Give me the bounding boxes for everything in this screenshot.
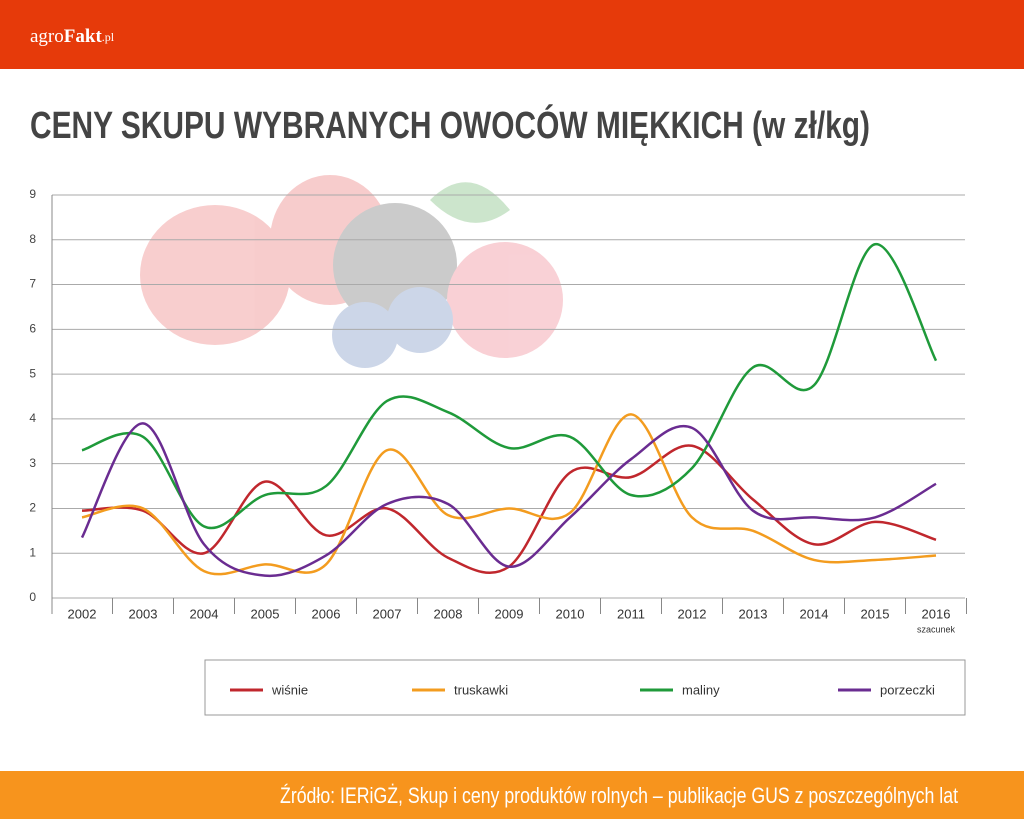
x-tick-label: 2003 xyxy=(129,606,158,621)
x-tick-label: 2008 xyxy=(434,606,463,621)
legend-label: truskawki xyxy=(454,682,508,697)
y-tick-label: 3 xyxy=(29,456,36,470)
legend-label: maliny xyxy=(682,682,720,697)
x-tick-label: 2002 xyxy=(68,606,97,621)
series-line xyxy=(81,413,937,576)
source-note: Źródło: IERiGŻ, Skup i ceny produktów ro… xyxy=(280,783,958,808)
logo-part: agro xyxy=(30,26,64,47)
logo: agroFakt.pl xyxy=(30,26,115,47)
x-tick-label: 2013 xyxy=(739,606,768,621)
footer-bar xyxy=(0,771,1024,819)
x-tick-label: 2015 xyxy=(861,606,890,621)
x-tick-label: 2016 xyxy=(922,606,951,621)
header-bar xyxy=(0,0,1024,69)
y-tick-label: 4 xyxy=(29,411,36,425)
x-annotation: szacunek xyxy=(917,624,956,634)
chart-title: CENY SKUPU WYBRANYCH OWOCÓW MIĘKKICH (w … xyxy=(30,103,870,147)
x-tick-label: 2004 xyxy=(190,606,219,621)
x-tick-label: 2007 xyxy=(373,606,402,621)
y-tick-label: 6 xyxy=(29,322,36,336)
x-tick-label: 2010 xyxy=(556,606,585,621)
legend-label: porzeczki xyxy=(880,682,935,697)
series-line xyxy=(81,243,938,530)
y-tick-label: 1 xyxy=(29,545,36,559)
berries-decoration xyxy=(140,175,563,368)
y-tick-label: 0 xyxy=(29,590,36,604)
logo-part: Fakt xyxy=(64,26,103,47)
x-tick-label: 2005 xyxy=(251,606,280,621)
x-tick-label: 2009 xyxy=(495,606,524,621)
y-tick-label: 8 xyxy=(29,232,36,246)
x-tick-label: 2011 xyxy=(617,606,645,621)
legend-label: wiśnie xyxy=(271,682,308,697)
legend-box xyxy=(204,659,966,716)
y-tick-label: 7 xyxy=(29,277,36,291)
x-tick-label: 2014 xyxy=(800,606,829,621)
y-tick-label: 2 xyxy=(29,501,36,515)
logo-part: .pl xyxy=(102,30,115,44)
series-line xyxy=(80,422,937,578)
y-tick-label: 9 xyxy=(29,187,36,201)
x-tick-label: 2012 xyxy=(678,606,707,621)
x-tick-label: 2006 xyxy=(312,606,341,621)
y-tick-label: 5 xyxy=(29,366,36,380)
